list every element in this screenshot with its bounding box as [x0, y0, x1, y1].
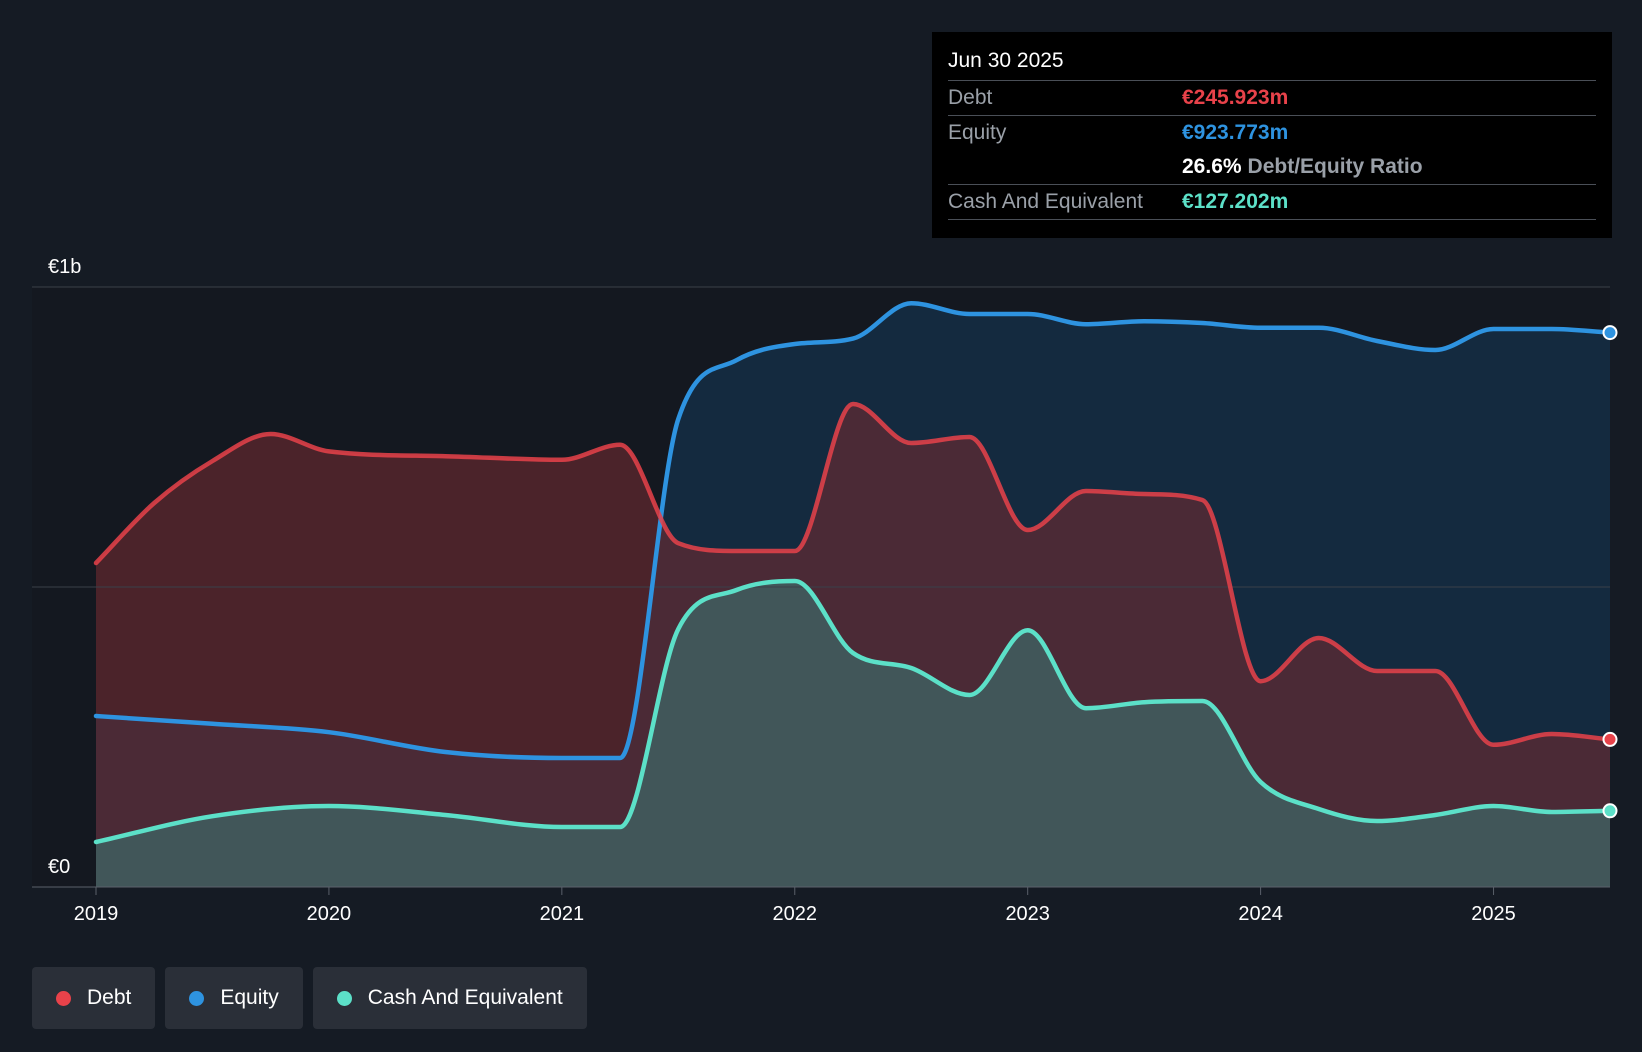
tooltip-ratio-value: 26.6% [1182, 155, 1242, 178]
line-equity [93, 300, 1613, 761]
endpoint-equity [1602, 325, 1618, 341]
legend-label-equity: Equity [220, 986, 279, 1009]
tooltip-date: Jun 30 2025 [948, 46, 1596, 81]
line-debt [93, 401, 1613, 748]
tooltip-cash-value: €127.202m [1182, 190, 1289, 213]
x-label-2024: 2024 [1238, 903, 1283, 925]
legend-label-cash: Cash And Equivalent [367, 986, 563, 1009]
tooltip-ratio-spacer [948, 150, 1182, 184]
x-label-2021: 2021 [540, 903, 585, 925]
tooltip-row-equity: Equity €923.773m [948, 116, 1596, 150]
tooltip-ratio-label: Debt/Equity Ratio [1247, 155, 1423, 178]
area-cash-and-equivalent [96, 581, 1610, 887]
tooltip-debt-label: Debt [948, 86, 993, 109]
legend-item-cash[interactable]: Cash And Equivalent [312, 967, 587, 1029]
legend-dot-cash [336, 990, 352, 1006]
y-label-1000: €1b [48, 256, 81, 278]
tooltip-row-debt: Debt €245.923m [948, 81, 1596, 116]
tooltip-row-ratio: 26.6% Debt/Equity Ratio [948, 150, 1596, 185]
line-cash-and-equivalent [93, 578, 1613, 845]
y-label-0: €0 [48, 856, 70, 878]
legend-dot-debt [56, 990, 71, 1006]
tooltip-debt-value: €245.923m [1182, 86, 1289, 109]
tooltip-cash-label: Cash And Equivalent [948, 190, 1143, 213]
tooltip-equity-value: €923.773m [1182, 121, 1289, 144]
legend-dot-equity [189, 990, 205, 1006]
x-label-2022: 2022 [773, 903, 818, 925]
legend: Debt Equity Cash And Equivalent [32, 967, 587, 1029]
endpoint-debt [1602, 731, 1618, 747]
tooltip: Jun 30 2025 Debt €245.923m Equity €923.7… [932, 32, 1612, 238]
tooltip-equity-label: Equity [948, 121, 1007, 144]
legend-item-debt[interactable]: Debt [32, 967, 156, 1029]
endpoint-cash-and-equivalent [1602, 803, 1618, 819]
legend-item-equity[interactable]: Equity [165, 967, 303, 1029]
legend-label-debt: Debt [87, 986, 132, 1009]
x-label-2025: 2025 [1471, 903, 1516, 925]
x-label-2019: 2019 [74, 903, 119, 925]
x-label-2020: 2020 [307, 903, 352, 925]
tooltip-row-cash: Cash And Equivalent €127.202m [948, 185, 1596, 220]
x-label-2023: 2023 [1005, 903, 1050, 925]
